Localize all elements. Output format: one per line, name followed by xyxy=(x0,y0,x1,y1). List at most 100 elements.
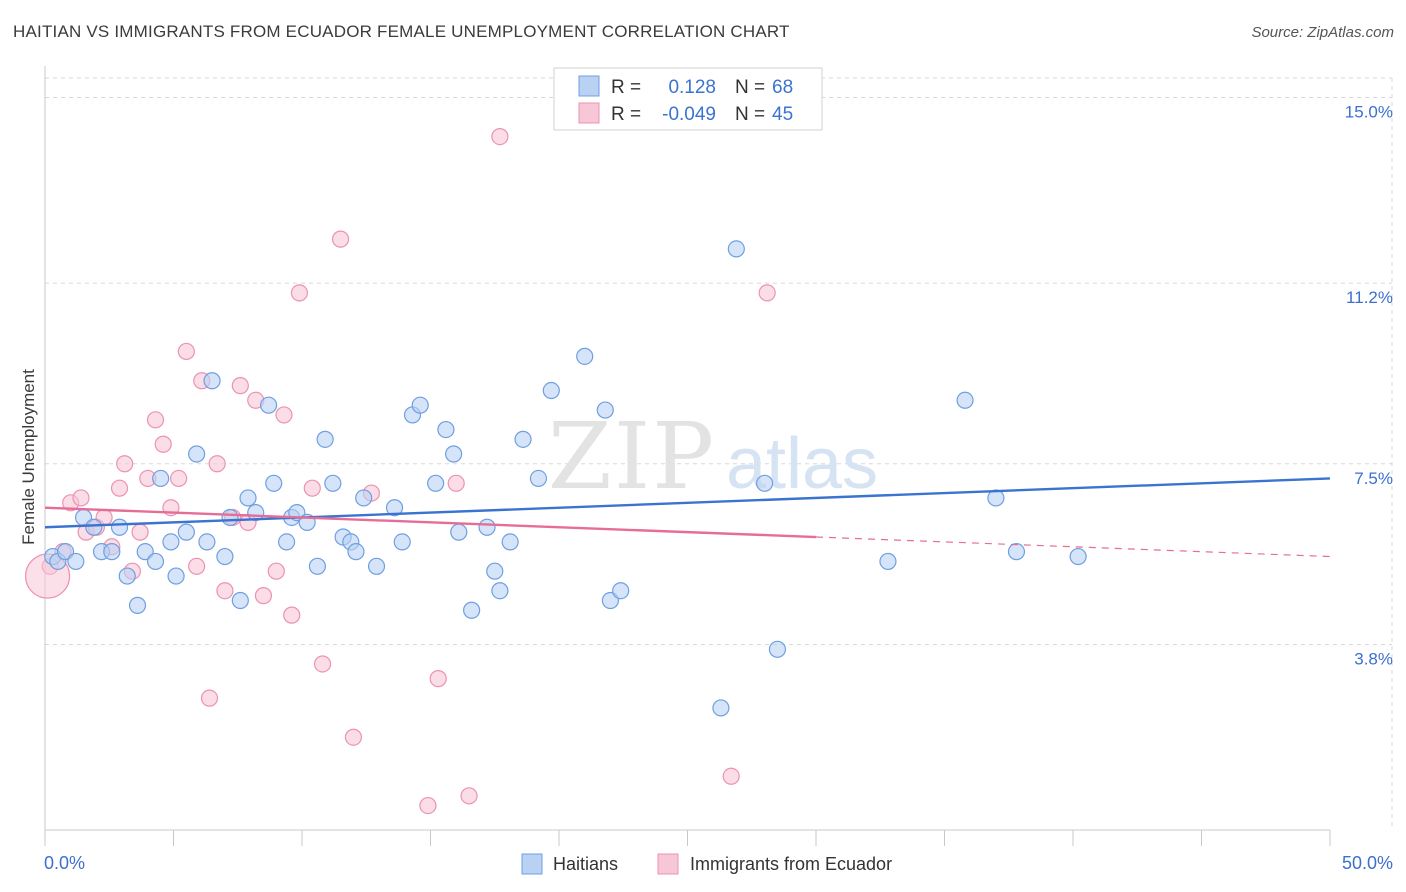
y-tick-label: 7.5% xyxy=(1354,469,1393,488)
ecuador-point xyxy=(154,435,172,453)
haitian-point xyxy=(347,543,365,561)
haitian-point xyxy=(128,596,147,614)
bottom-legend-haitians: Haitians xyxy=(553,854,618,874)
source-label: Source: ZipAtlas.com xyxy=(1251,24,1394,41)
haitian-point xyxy=(956,391,974,409)
haitian-point xyxy=(203,372,221,390)
trendlines xyxy=(44,477,1331,558)
haitian-point xyxy=(118,567,136,585)
ecuador-point xyxy=(331,230,350,248)
haitian-point xyxy=(542,381,560,400)
ecuador-point xyxy=(313,655,332,673)
haitian-point xyxy=(491,582,509,600)
ecuador-point xyxy=(188,557,206,575)
watermark-zip: ZIP xyxy=(548,403,716,510)
haitian-point xyxy=(110,518,129,536)
haitian-point xyxy=(355,489,373,507)
haitian-point xyxy=(367,557,386,575)
legend-n-label-1: N = xyxy=(735,77,765,98)
haitian-point xyxy=(1007,543,1026,561)
ecuador-point xyxy=(344,728,362,746)
ecuador-point xyxy=(146,411,165,429)
gridlines xyxy=(45,77,1393,830)
x-tick-label-max: 50.0% xyxy=(1342,853,1393,873)
ecuador-point xyxy=(267,562,285,580)
haitian-point xyxy=(152,469,170,488)
legend-n-value-1: 68 xyxy=(772,77,793,98)
legend-r-value-2: -0.049 xyxy=(662,104,716,125)
haitian-point xyxy=(316,430,334,448)
haitian-point xyxy=(486,562,504,580)
ecuador-point xyxy=(254,587,273,605)
watermark: ZIP atlas xyxy=(548,403,878,510)
legend-n-value-2: 45 xyxy=(772,104,793,125)
haitian-point xyxy=(221,508,239,527)
haitian-point xyxy=(437,420,455,439)
ecuador-point xyxy=(72,489,90,507)
ecuador-point xyxy=(170,469,188,488)
ecuador-point xyxy=(275,406,293,424)
haitian-point xyxy=(755,474,774,492)
ecuador-point xyxy=(131,523,149,541)
haitian-point xyxy=(427,474,445,492)
haitian-trendline xyxy=(44,477,1331,529)
haitian-point xyxy=(259,396,278,414)
ecuador-point xyxy=(290,284,309,302)
y-tick-label: 15.0% xyxy=(1345,103,1393,122)
haitian-point xyxy=(231,591,249,610)
haitian-point xyxy=(85,518,103,536)
ecuador-point xyxy=(491,127,509,146)
haitian-point xyxy=(216,547,234,566)
bottom-legend-swatch-haitians xyxy=(521,853,543,875)
axes xyxy=(44,66,1331,846)
chart-title: HAITIAN VS IMMIGRANTS FROM ECUADOR FEMAL… xyxy=(13,22,790,41)
ecuador-point xyxy=(231,377,249,395)
series-legend: Haitians Immigrants from Ecuador xyxy=(521,853,892,875)
ecuador-trendline xyxy=(44,506,817,539)
ecuador-point xyxy=(177,342,195,361)
ecuador-point xyxy=(283,606,301,624)
haitian-point xyxy=(198,533,216,551)
watermark-atlas: atlas xyxy=(726,424,878,504)
legend-swatch-haitians xyxy=(578,75,600,97)
haitian-point xyxy=(324,474,342,492)
ecuador-point xyxy=(758,284,776,302)
y-tick-label: 3.8% xyxy=(1354,649,1393,668)
haitian-point xyxy=(393,533,411,551)
legend-r-value-1: 0.128 xyxy=(668,77,716,98)
haitian-point xyxy=(450,523,468,541)
ecuador-point xyxy=(429,670,447,688)
haitian-point xyxy=(463,601,481,619)
haitian-point xyxy=(712,699,730,717)
ecuador-point xyxy=(303,479,321,497)
haitian-point xyxy=(727,240,745,258)
haitian-point xyxy=(768,640,787,658)
haitian-point xyxy=(308,557,327,575)
ecuador-point xyxy=(116,455,134,473)
correlation-legend: R = 0.128 N = 68 R = -0.049 N = 45 xyxy=(553,67,823,131)
haitian-point xyxy=(514,430,532,448)
haitian-point xyxy=(501,533,519,551)
bottom-legend-swatch-ecuador xyxy=(657,853,679,875)
y-axis-label: Female Unemployment xyxy=(19,369,38,545)
haitian-point xyxy=(265,474,283,492)
haitian-point xyxy=(445,445,463,463)
ecuador-point xyxy=(419,796,437,815)
legend-r-label-2: R = xyxy=(611,104,641,125)
ecuador-point xyxy=(460,787,478,805)
legend-swatch-ecuador xyxy=(578,102,600,124)
haitian-point xyxy=(478,518,496,536)
haitian-point xyxy=(277,533,296,551)
x-tick-label-min: 0.0% xyxy=(44,853,85,873)
haitian-point xyxy=(596,401,614,419)
haitian-point xyxy=(385,499,404,517)
haitian-point xyxy=(188,445,206,463)
haitian-point xyxy=(576,347,594,365)
haitian-point xyxy=(1069,547,1087,566)
haitian-point xyxy=(879,552,897,571)
ecuador-point xyxy=(200,689,219,707)
y-tick-label: 11.2% xyxy=(1346,288,1393,307)
tick-labels: 3.8% 7.5% 11.2% 15.0% 0.0% 50.0% xyxy=(44,103,1393,873)
haitian-point xyxy=(67,552,85,571)
